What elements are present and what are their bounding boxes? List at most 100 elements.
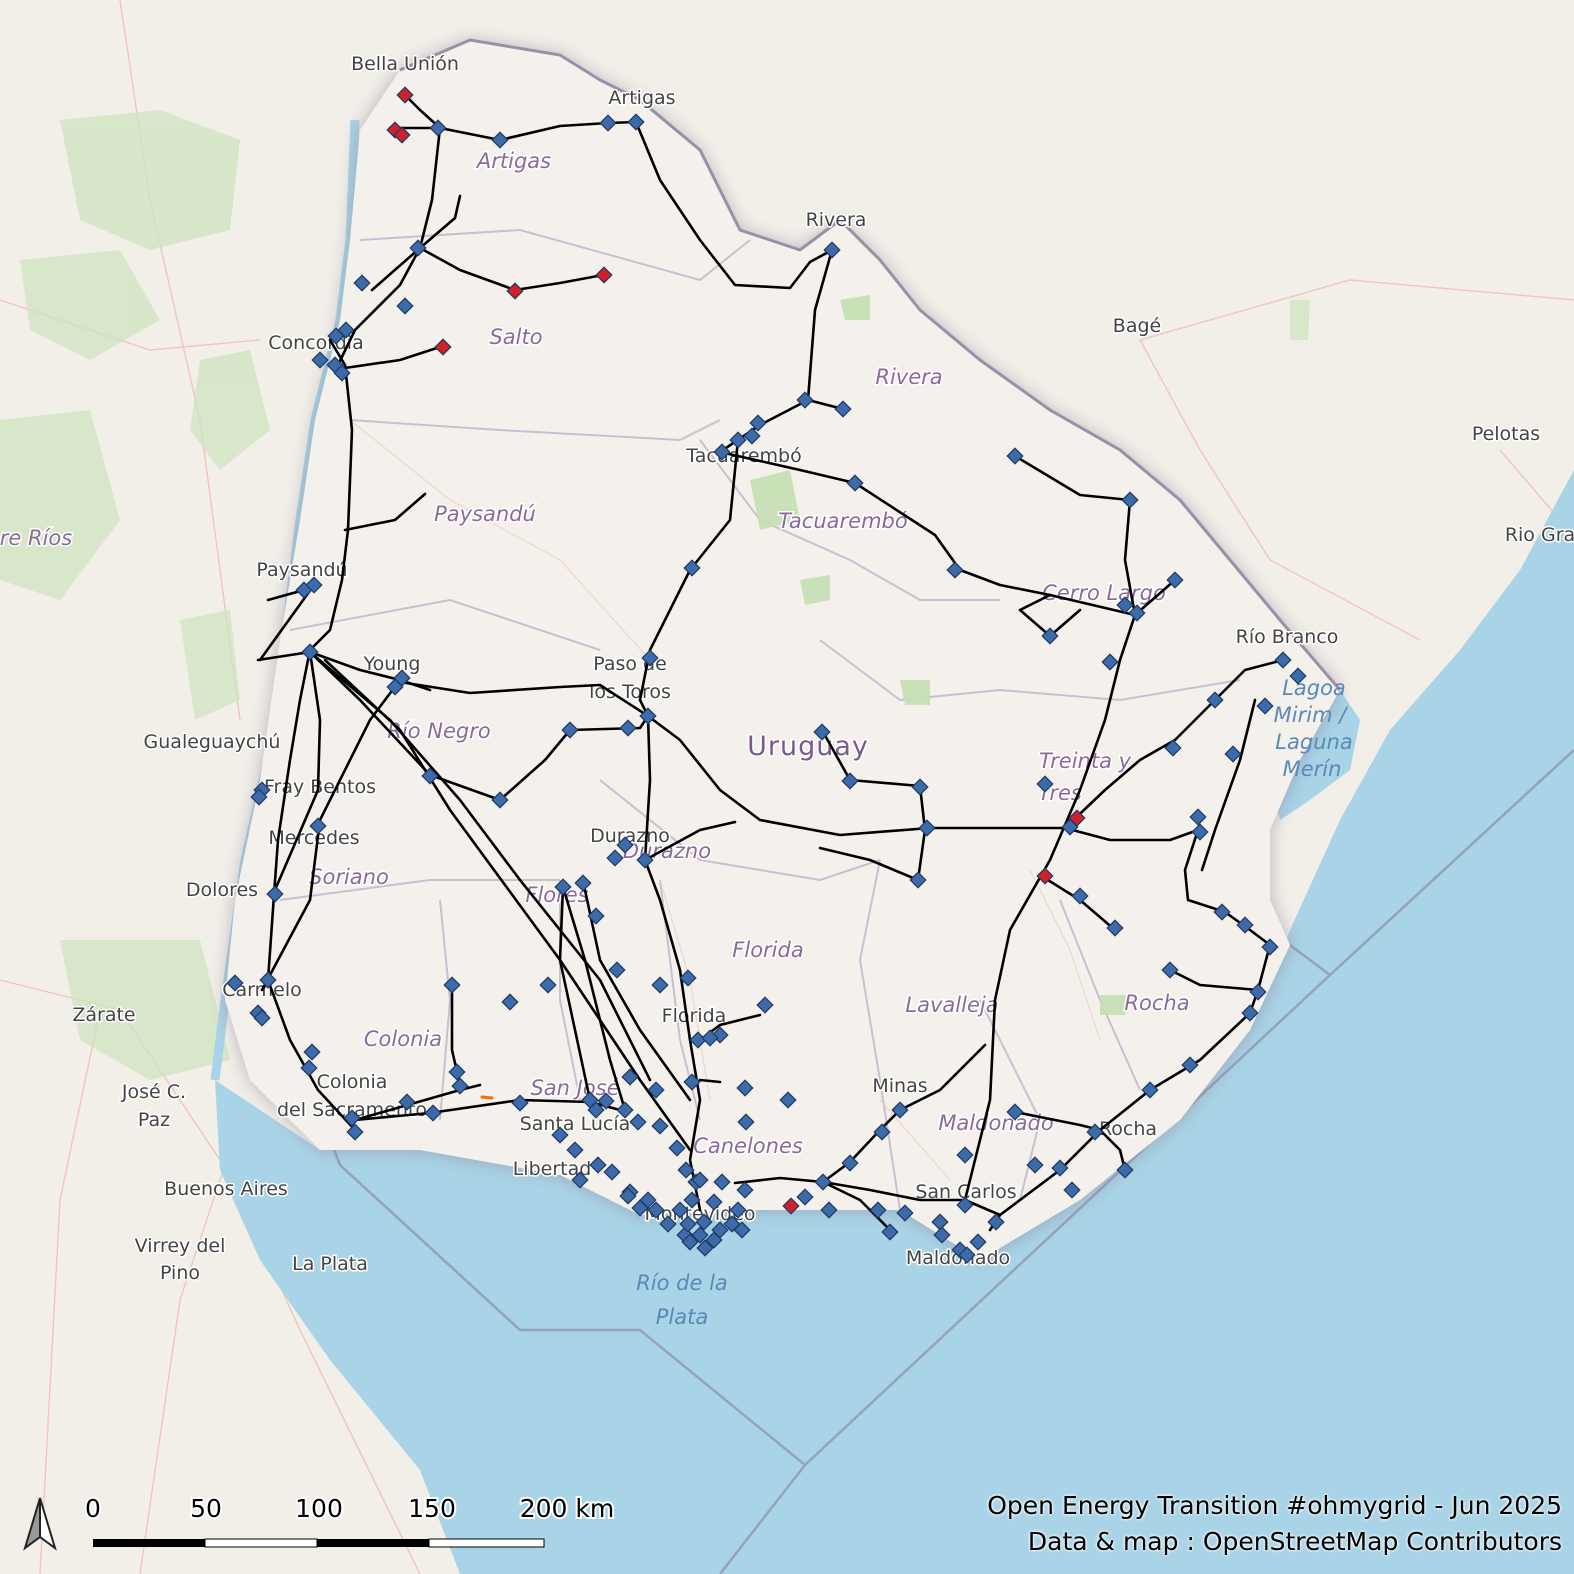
- substation-marker[interactable]: [823, 241, 841, 259]
- substation-marker[interactable]: [616, 1101, 634, 1119]
- substation-marker[interactable]: [736, 1079, 754, 1097]
- substation-marker[interactable]: [677, 1161, 695, 1179]
- substation-marker[interactable]: [1071, 887, 1089, 905]
- substation-marker[interactable]: [337, 321, 355, 339]
- substation-marker[interactable]: [736, 1181, 754, 1199]
- substation-marker[interactable]: [1121, 491, 1139, 509]
- substation-marker[interactable]: [1006, 1103, 1024, 1121]
- substation-marker[interactable]: [814, 1173, 832, 1191]
- substation-marker[interactable]: [303, 1043, 321, 1061]
- substation-marker[interactable]: [841, 772, 859, 790]
- substation-marker[interactable]: [619, 719, 637, 737]
- substation-marker[interactable]: [1051, 1159, 1069, 1177]
- substation-alert-marker[interactable]: [1068, 809, 1086, 827]
- substation-marker[interactable]: [253, 1009, 271, 1027]
- substation-marker[interactable]: [796, 1188, 814, 1206]
- substation-marker[interactable]: [619, 1187, 637, 1205]
- substation-marker[interactable]: [1213, 903, 1231, 921]
- substation-marker[interactable]: [946, 561, 964, 579]
- substation-marker[interactable]: [587, 1101, 605, 1119]
- substation-marker[interactable]: [309, 817, 327, 835]
- substation-marker[interactable]: [1063, 1181, 1081, 1199]
- substation-marker[interactable]: [566, 1141, 584, 1159]
- substation-marker[interactable]: [647, 1081, 665, 1099]
- substation-marker[interactable]: [711, 1221, 729, 1239]
- substation-marker[interactable]: [1274, 651, 1292, 669]
- substation-marker[interactable]: [597, 1092, 615, 1110]
- substation-marker[interactable]: [639, 707, 657, 725]
- substation-marker[interactable]: [668, 1139, 686, 1157]
- substation-marker[interactable]: [1241, 1004, 1259, 1022]
- substation-marker[interactable]: [683, 1191, 701, 1209]
- substation-marker[interactable]: [1289, 667, 1307, 685]
- substation-marker[interactable]: [651, 1117, 669, 1135]
- substation-marker[interactable]: [1101, 653, 1119, 671]
- substation-marker[interactable]: [491, 131, 509, 149]
- substation-marker[interactable]: [1106, 919, 1124, 937]
- substation-marker[interactable]: [343, 1109, 361, 1127]
- substation-marker[interactable]: [659, 1215, 677, 1233]
- substation-marker[interactable]: [1181, 1056, 1199, 1074]
- substation-marker[interactable]: [911, 778, 929, 796]
- substation-marker[interactable]: [424, 1104, 442, 1122]
- substation-marker[interactable]: [931, 1213, 949, 1231]
- substation-marker[interactable]: [561, 721, 579, 739]
- substation-marker[interactable]: [679, 1215, 697, 1233]
- substation-marker[interactable]: [689, 1031, 707, 1049]
- substation-marker[interactable]: [636, 851, 654, 869]
- substation-marker[interactable]: [346, 1123, 364, 1141]
- substation-alert-marker[interactable]: [595, 266, 613, 284]
- substation-marker[interactable]: [705, 1193, 723, 1211]
- substation-marker[interactable]: [683, 559, 701, 577]
- substation-marker[interactable]: [813, 723, 831, 741]
- substation-marker[interactable]: [1128, 604, 1146, 622]
- substation-marker[interactable]: [779, 1091, 797, 1109]
- substation-marker[interactable]: [679, 969, 697, 987]
- substation-marker[interactable]: [606, 849, 624, 867]
- substation-marker[interactable]: [647, 1201, 665, 1219]
- substation-alert-marker[interactable]: [396, 86, 414, 104]
- substation-marker[interactable]: [1236, 916, 1254, 934]
- substation-marker[interactable]: [443, 976, 461, 994]
- substation-marker[interactable]: [1036, 775, 1054, 793]
- substation-marker[interactable]: [691, 1171, 709, 1189]
- substation-marker[interactable]: [305, 576, 323, 594]
- substation-marker[interactable]: [631, 1199, 649, 1217]
- substation-marker[interactable]: [1141, 1081, 1159, 1099]
- substation-marker[interactable]: [841, 1154, 859, 1172]
- substation-marker[interactable]: [429, 119, 447, 137]
- substation-marker[interactable]: [881, 1223, 899, 1241]
- substation-marker[interactable]: [1041, 627, 1059, 645]
- substation-marker[interactable]: [1161, 961, 1179, 979]
- substation-marker[interactable]: [918, 819, 936, 837]
- substation-marker[interactable]: [713, 1173, 731, 1191]
- substation-marker[interactable]: [1164, 739, 1182, 757]
- substation-marker[interactable]: [796, 391, 814, 409]
- substation-marker[interactable]: [1206, 691, 1224, 709]
- substation-marker[interactable]: [958, 1246, 976, 1264]
- substation-marker[interactable]: [300, 1059, 318, 1077]
- substation-marker[interactable]: [511, 1094, 529, 1112]
- substation-marker[interactable]: [820, 1201, 838, 1219]
- substation-marker[interactable]: [1249, 983, 1267, 1001]
- substation-alert-marker[interactable]: [782, 1197, 800, 1215]
- substation-marker[interactable]: [599, 114, 617, 132]
- substation-alert-marker[interactable]: [506, 282, 524, 300]
- substation-marker[interactable]: [873, 1123, 891, 1141]
- substation-marker[interactable]: [574, 874, 592, 892]
- substation-marker[interactable]: [627, 113, 645, 131]
- substation-marker[interactable]: [554, 878, 572, 896]
- substation-marker[interactable]: [933, 1226, 951, 1244]
- substation-marker[interactable]: [909, 871, 927, 889]
- substation-marker[interactable]: [737, 1113, 755, 1131]
- substation-marker[interactable]: [743, 427, 761, 445]
- substation-marker[interactable]: [869, 1201, 887, 1219]
- substation-marker[interactable]: [651, 976, 669, 994]
- substation-alert-marker[interactable]: [434, 338, 452, 356]
- substation-marker[interactable]: [451, 1077, 469, 1095]
- substation-marker[interactable]: [398, 1093, 416, 1111]
- substation-marker[interactable]: [587, 907, 605, 925]
- substation-marker[interactable]: [683, 1073, 701, 1091]
- substation-marker[interactable]: [266, 885, 284, 903]
